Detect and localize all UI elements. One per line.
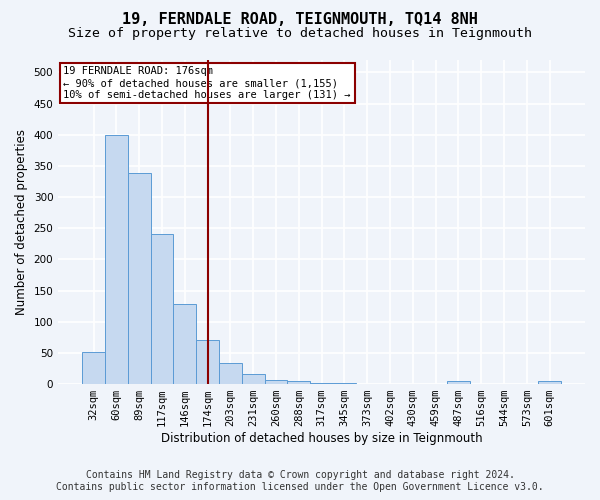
Bar (151, 234, 173, 384)
Text: Size of property relative to detached houses in Teignmouth: Size of property relative to detached ho… (68, 28, 532, 40)
Bar (447, 381, 470, 384)
Bar (538, 381, 561, 384)
Bar (242, 374, 265, 384)
Bar (219, 363, 242, 384)
Text: 19 FERNDALE ROAD: 176sqm
← 90% of detached houses are smaller (1,155)
10% of sem: 19 FERNDALE ROAD: 176sqm ← 90% of detach… (64, 66, 351, 100)
Text: 19, FERNDALE ROAD, TEIGNMOUTH, TQ14 8NH: 19, FERNDALE ROAD, TEIGNMOUTH, TQ14 8NH (122, 12, 478, 28)
X-axis label: Distribution of detached houses by size in Teignmouth: Distribution of detached houses by size … (161, 432, 482, 445)
Text: Contains HM Land Registry data © Crown copyright and database right 2024.: Contains HM Land Registry data © Crown c… (86, 470, 514, 480)
Bar (128, 174, 151, 384)
Text: Contains public sector information licensed under the Open Government Licence v3: Contains public sector information licen… (56, 482, 544, 492)
Y-axis label: Number of detached properties: Number of detached properties (15, 129, 28, 315)
Bar (287, 381, 310, 384)
Bar (173, 304, 196, 384)
Bar (265, 380, 287, 384)
Bar (105, 135, 128, 384)
Bar (82, 352, 105, 384)
Bar (196, 340, 219, 384)
